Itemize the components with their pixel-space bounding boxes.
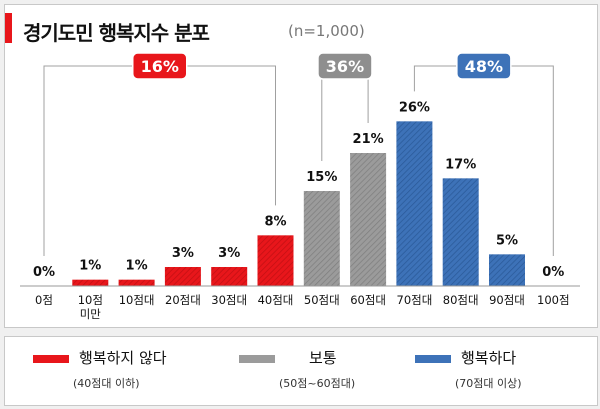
title-accent-bar xyxy=(5,13,12,43)
group-badge-2 xyxy=(456,52,512,80)
legend-range-happy: (70점대 이상) xyxy=(455,377,522,390)
tick-label-1: 10점 xyxy=(78,293,103,307)
value-label-4: 3% xyxy=(218,246,240,261)
value-label-2: 1% xyxy=(126,259,148,274)
legend-label-neutral: 보통 xyxy=(309,349,337,367)
tick-label-8: 70점대 xyxy=(397,293,433,307)
legend-item-happy: 행복하다 (70점대 이상) xyxy=(415,345,600,401)
bar-9 xyxy=(442,178,479,286)
tick-label-3: 20점대 xyxy=(165,293,201,307)
value-label-6: 15% xyxy=(306,170,337,185)
group-share-2: 48% xyxy=(465,57,503,76)
legend-item-unhappy: 행복하지 않다 (40점대 이하) xyxy=(33,345,223,401)
value-label-1: 1% xyxy=(79,259,101,274)
bar-10 xyxy=(489,254,525,286)
chart-subtitle: (n=1,000) xyxy=(288,22,365,40)
value-label-0: 0% xyxy=(33,265,55,280)
bar-7 xyxy=(350,153,387,286)
legend: 행복하지 않다 (40점대 이하) 보통 (50점~60점대) 행복하다 (70… xyxy=(4,336,598,406)
value-label-9: 17% xyxy=(445,157,476,172)
legend-range-unhappy: (40점대 이하) xyxy=(73,377,140,390)
legend-swatch-neutral xyxy=(239,355,275,363)
tick-label-2: 10점대 xyxy=(119,293,155,307)
group-badge-0 xyxy=(132,52,188,80)
bar-4 xyxy=(211,267,248,286)
tick-label-4: 30점대 xyxy=(211,293,247,307)
value-label-7: 21% xyxy=(353,132,384,147)
tick-label-5: 40점대 xyxy=(258,293,294,307)
group-bracket-0 xyxy=(43,65,276,256)
group-share-badges: 16% 36% 48% xyxy=(132,52,512,80)
bar-6 xyxy=(303,191,340,286)
value-label-11: 0% xyxy=(542,265,564,280)
group-bracket-2 xyxy=(413,65,554,256)
value-label-10: 5% xyxy=(496,233,518,248)
tick-label-1-line1: 미만 xyxy=(80,307,102,321)
tick-label-6: 50점대 xyxy=(304,293,340,307)
tick-label-0: 0점 xyxy=(35,293,53,307)
value-label-5: 8% xyxy=(264,214,286,229)
bar-3 xyxy=(164,267,201,286)
value-label-8: 26% xyxy=(399,100,430,115)
chart-title: 경기도민 행복지수 분포 xyxy=(23,21,210,45)
tick-label-7: 60점대 xyxy=(350,293,386,307)
legend-label-happy: 행복하다 xyxy=(461,349,517,367)
legend-range-neutral: (50점~60점대) xyxy=(279,377,356,390)
tick-label-11: 100점 xyxy=(537,293,570,307)
bar-5 xyxy=(257,235,294,286)
legend-item-neutral: 보통 (50점~60점대) xyxy=(239,345,429,401)
bar-8 xyxy=(396,121,433,286)
tick-label-9: 80점대 xyxy=(443,293,479,307)
legend-swatch-unhappy xyxy=(33,355,69,363)
legend-swatch-happy xyxy=(415,355,451,363)
value-labels-layer: 0% 1% 1% 3% 3% 8% 15% 21% 26% 17% 5% 0% xyxy=(33,100,564,280)
tick-label-10: 90점대 xyxy=(489,293,525,307)
group-share-0: 16% xyxy=(141,57,179,76)
bar-1 xyxy=(72,279,109,286)
value-label-3: 3% xyxy=(172,246,194,261)
bars-layer xyxy=(20,121,580,287)
bar-2 xyxy=(118,279,155,286)
group-share-1: 36% xyxy=(326,57,364,76)
group-badge-1 xyxy=(317,52,373,80)
legend-label-unhappy: 행복하지 않다 xyxy=(79,349,167,367)
